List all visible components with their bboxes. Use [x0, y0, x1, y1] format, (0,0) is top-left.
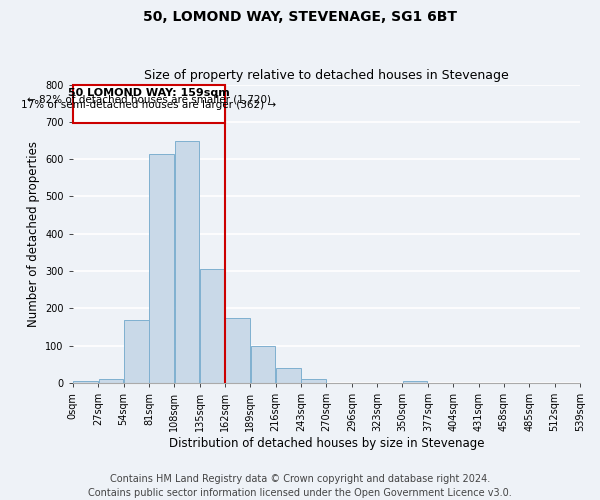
- Text: 50 LOMOND WAY: 159sqm: 50 LOMOND WAY: 159sqm: [68, 88, 230, 98]
- X-axis label: Distribution of detached houses by size in Stevenage: Distribution of detached houses by size …: [169, 437, 484, 450]
- Y-axis label: Number of detached properties: Number of detached properties: [27, 141, 40, 327]
- Text: Contains HM Land Registry data © Crown copyright and database right 2024.
Contai: Contains HM Land Registry data © Crown c…: [88, 474, 512, 498]
- Bar: [301, 378, 326, 383]
- Bar: [149, 154, 174, 383]
- Bar: [276, 368, 301, 383]
- Bar: [403, 381, 427, 383]
- Text: ← 82% of detached houses are smaller (1,720): ← 82% of detached houses are smaller (1,…: [27, 94, 271, 104]
- Bar: [226, 318, 250, 383]
- Bar: [73, 381, 98, 383]
- Text: 50, LOMOND WAY, STEVENAGE, SG1 6BT: 50, LOMOND WAY, STEVENAGE, SG1 6BT: [143, 10, 457, 24]
- Bar: [175, 140, 199, 383]
- Bar: [124, 320, 149, 383]
- FancyBboxPatch shape: [73, 84, 225, 122]
- Bar: [98, 378, 123, 383]
- Bar: [251, 346, 275, 383]
- Title: Size of property relative to detached houses in Stevenage: Size of property relative to detached ho…: [144, 69, 509, 82]
- Bar: [200, 269, 224, 383]
- Text: 17% of semi-detached houses are larger (362) →: 17% of semi-detached houses are larger (…: [22, 100, 277, 110]
